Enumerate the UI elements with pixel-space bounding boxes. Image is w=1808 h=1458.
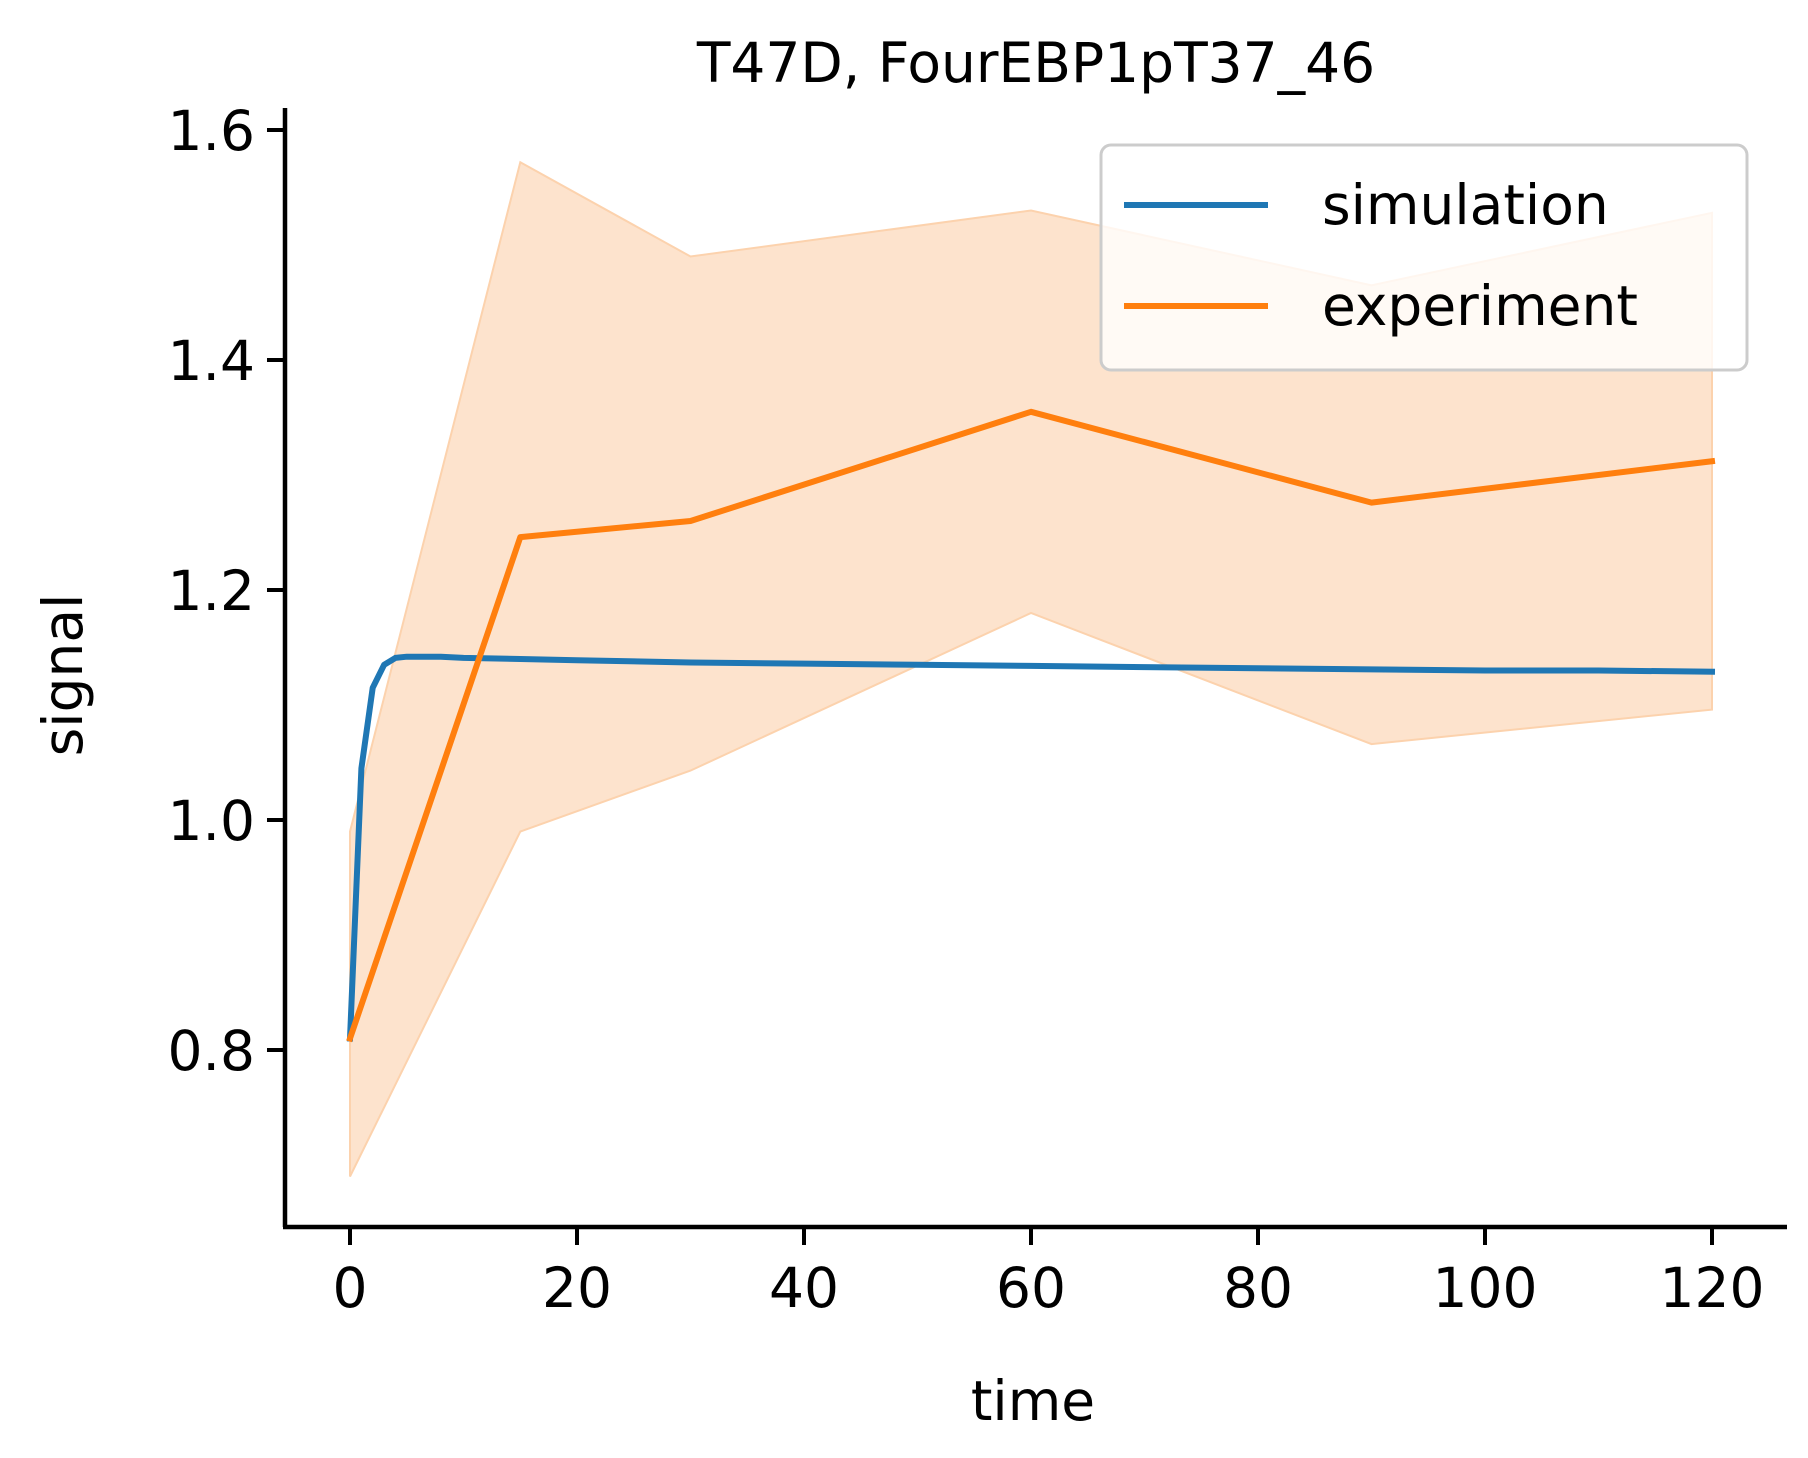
x-axis-label: time (971, 1369, 1095, 1433)
y-axis-label: signal (31, 594, 95, 757)
x-tick-label: 20 (542, 1256, 612, 1320)
y-tick-label: 1.6 (168, 99, 255, 163)
y-tick-label: 1.0 (168, 789, 255, 853)
y-tick-label: 1.4 (168, 329, 255, 393)
legend-box (1099, 143, 1749, 372)
y-tick-label: 0.8 (168, 1019, 255, 1083)
ticks: 0 20 40 60 80 100 120 0.8 1.0 1.2 1.4 1.6 (168, 99, 1765, 1320)
x-tick-label: 100 (1433, 1256, 1538, 1320)
legend-label-experiment: experiment (1322, 274, 1638, 338)
legend-label-simulation: simulation (1322, 173, 1609, 237)
series-line-experiment (346, 408, 1716, 1043)
series-line-simulation (346, 653, 1716, 1042)
x-tick-label: 120 (1660, 1256, 1765, 1320)
legend: simulation experiment (1099, 143, 1749, 372)
x-tick-label: 80 (1223, 1256, 1293, 1320)
x-tick-label: 60 (996, 1256, 1066, 1320)
y-tick-label: 1.2 (168, 559, 255, 623)
plot-area (346, 160, 1716, 1177)
axes (282, 108, 1787, 1230)
x-tick-label: 40 (769, 1256, 839, 1320)
x-tick-label: 0 (333, 1256, 368, 1320)
confidence-band-experiment (349, 160, 1713, 1177)
chart-title: T47D, FourEBP1pT37_46 (696, 31, 1375, 95)
